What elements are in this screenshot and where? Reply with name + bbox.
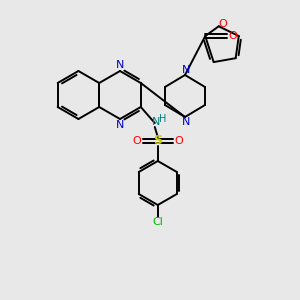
- Text: O: O: [218, 19, 227, 29]
- Text: O: O: [174, 136, 183, 146]
- Text: O: O: [132, 136, 141, 146]
- Text: S: S: [153, 134, 162, 148]
- Text: O: O: [229, 31, 238, 41]
- Text: N: N: [116, 120, 124, 130]
- Text: N: N: [182, 65, 190, 75]
- Text: N: N: [152, 117, 160, 127]
- Text: Cl: Cl: [152, 217, 163, 227]
- Text: N: N: [116, 60, 124, 70]
- Text: H: H: [159, 114, 166, 124]
- Text: N: N: [182, 117, 190, 127]
